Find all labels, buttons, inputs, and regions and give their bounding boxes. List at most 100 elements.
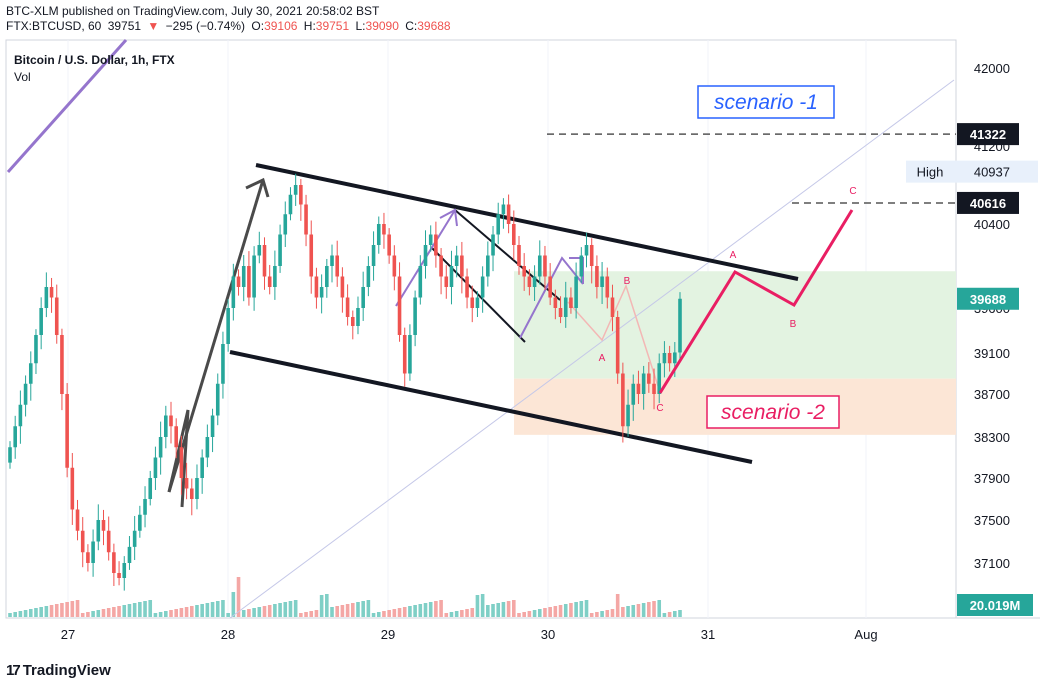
candle-body: [44, 287, 49, 308]
volume-bar: [480, 594, 485, 617]
volume-bar: [195, 605, 199, 617]
candle-body: [361, 287, 365, 308]
volume-bar: [293, 600, 298, 617]
scenario-zones: [514, 271, 956, 435]
volume-bar: [376, 612, 381, 617]
candle-body: [236, 276, 241, 287]
volume-bar: [335, 606, 340, 617]
volume-bar: [148, 600, 153, 617]
candle-body: [376, 224, 381, 245]
low-label: L:: [355, 19, 366, 33]
volume-bar: [657, 600, 662, 617]
volume-bar: [491, 604, 495, 617]
volume-bar: [636, 604, 641, 617]
candle-body: [345, 297, 350, 317]
volume-bar: [174, 609, 179, 617]
volume-bar: [91, 611, 95, 617]
volume-bar: [283, 602, 288, 617]
price-tag-text: 41322: [970, 127, 1006, 142]
channel-lower-line: [229, 350, 753, 464]
candle-body: [454, 255, 459, 266]
volume-bar: [392, 609, 397, 617]
volume-bar: [662, 613, 667, 617]
flag-lower-line: [431, 247, 526, 343]
candle-body: [392, 255, 397, 277]
x-tick-label: 31: [701, 627, 715, 642]
volume-bar: [215, 601, 220, 617]
volume-bar: [486, 605, 490, 617]
candle-body: [496, 214, 501, 235]
volume-bar: [44, 606, 49, 617]
volume-bar: [278, 603, 282, 617]
candle-body: [340, 276, 345, 298]
volume-bar: [397, 608, 402, 617]
candle-body: [221, 344, 225, 384]
volume-bar: [626, 606, 630, 617]
volume-bar: [80, 613, 85, 617]
candle-body: [621, 373, 625, 427]
volume-bar: [647, 602, 651, 617]
volume-bar: [13, 612, 17, 617]
volume-bar: [558, 605, 563, 617]
candle-body: [325, 266, 329, 287]
volume-bar: [511, 600, 516, 617]
volume-bar: [408, 606, 412, 617]
price-tag: [957, 191, 1019, 214]
candle-body: [49, 287, 54, 298]
tradingview-logo[interactable]: 17 TradingView: [6, 662, 111, 679]
volume-bar: [340, 605, 345, 617]
volume-bar: [309, 611, 314, 617]
volume-bar: [60, 603, 64, 617]
chart-legend: Bitcoin / U.S. Dollar, 1h, FTX Vol: [14, 53, 175, 84]
candle-body: [350, 317, 355, 326]
candle-body: [138, 514, 142, 531]
volume-bar: [423, 603, 428, 617]
volume-bar: [49, 605, 54, 617]
volume-bar: [319, 595, 324, 617]
candle-body: [112, 552, 116, 573]
volume-bar: [39, 607, 43, 617]
volume-bar: [382, 611, 386, 617]
volume-bar: [434, 601, 438, 617]
correction-arrow: [167, 409, 190, 508]
candle-body: [314, 276, 319, 298]
candle-body: [439, 255, 443, 277]
volume-bar: [273, 604, 277, 617]
candle-body: [522, 266, 526, 277]
volume-bar: [506, 601, 511, 617]
close-value: 39688: [417, 19, 451, 33]
candle-body: [657, 363, 662, 394]
candle-body: [205, 437, 210, 458]
volume-bar: [641, 603, 646, 617]
x-tick-label: Aug: [854, 627, 877, 642]
candle-body: [319, 287, 324, 298]
candle-body: [127, 546, 132, 563]
candle-body: [23, 383, 28, 405]
candle-body: [589, 245, 594, 266]
down-arrow-icon: ▼: [147, 19, 160, 33]
volume-bar: [153, 613, 158, 617]
volume-bar: [652, 601, 656, 617]
candle-body: [584, 245, 589, 256]
candle-body: [558, 308, 563, 317]
volume-bar: [299, 613, 303, 617]
scenario-2-label: scenario -2: [721, 401, 825, 424]
candle-body: [397, 276, 402, 335]
volume-bar: [179, 608, 184, 617]
candle-body: [678, 298, 682, 353]
volume-tag: [957, 594, 1033, 616]
wave-label: A: [599, 353, 606, 364]
wave-label: C: [849, 186, 856, 197]
tradingview-mark-icon: 17: [6, 662, 21, 679]
volume-bar: [23, 610, 28, 617]
purple-trend-line: [6, 39, 128, 173]
candle-body: [117, 573, 121, 578]
volume-bar: [184, 607, 189, 617]
candle-body: [65, 394, 69, 468]
candle-body: [532, 276, 537, 287]
candle-body: [413, 297, 417, 335]
volume-bar: [589, 613, 594, 617]
open-label: O:: [251, 19, 265, 33]
close-label: C:: [405, 19, 418, 33]
